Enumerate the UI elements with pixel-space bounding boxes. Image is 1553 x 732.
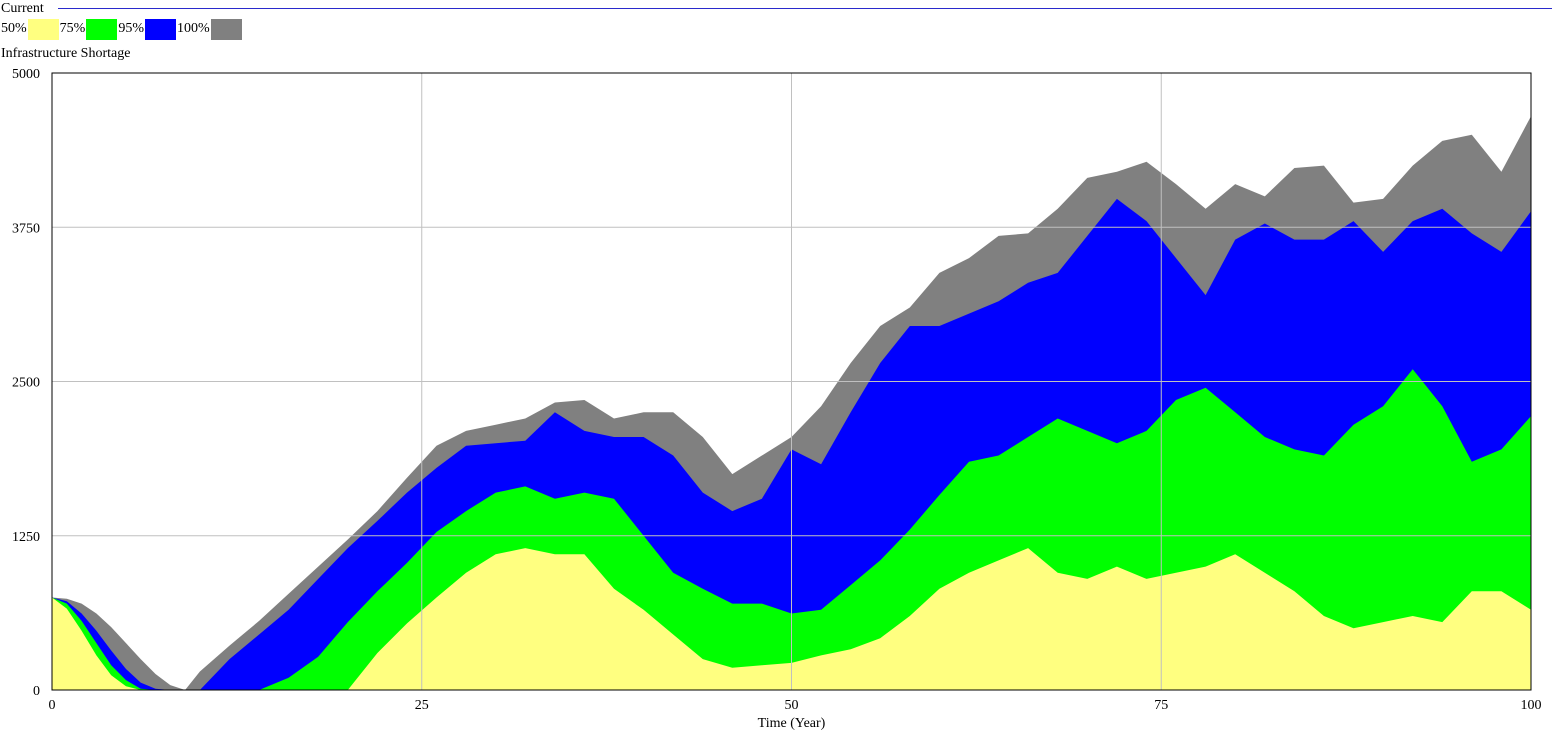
top-rule	[58, 8, 1552, 9]
run-label: Current	[1, 1, 44, 16]
x-tick-label: 50	[785, 698, 799, 713]
legend-label-95: 95%	[118, 21, 145, 36]
legend-item-75: 75%	[59, 18, 118, 40]
y-tick-label: 0	[33, 684, 40, 699]
y-tick-label: 1250	[12, 530, 40, 545]
plot-frame	[51, 72, 1532, 691]
x-tick-label: 100	[1521, 698, 1542, 713]
legend-label-100: 100%	[177, 21, 210, 36]
legend-swatch-95	[145, 18, 177, 40]
legend-swatch-100	[210, 18, 242, 40]
legend-swatch-50	[27, 18, 59, 40]
legend-label-50: 50%	[1, 21, 27, 36]
legend-label-75: 75%	[59, 21, 86, 36]
x-tick-label: 0	[49, 698, 56, 713]
tick-layer: 0 25 50 75 100 0 1250 2500 3750 5000	[12, 67, 1542, 713]
legend-item-100: 100%	[176, 18, 242, 40]
legend-item-95: 95%	[117, 18, 177, 40]
legend: 50% 75% 95% 100%	[0, 18, 242, 40]
x-tick-label: 75	[1154, 698, 1168, 713]
y-tick-label: 5000	[12, 67, 40, 82]
x-tick-label: 25	[415, 698, 429, 713]
x-axis-label: Time (Year)	[758, 716, 826, 731]
grid-layer	[52, 73, 1531, 690]
variable-label: Infrastructure Shortage	[1, 46, 131, 61]
legend-item-50: 50%	[0, 18, 59, 40]
y-tick-label: 2500	[12, 376, 40, 391]
legend-swatch-75	[86, 18, 118, 40]
y-tick-label: 3750	[12, 221, 40, 236]
